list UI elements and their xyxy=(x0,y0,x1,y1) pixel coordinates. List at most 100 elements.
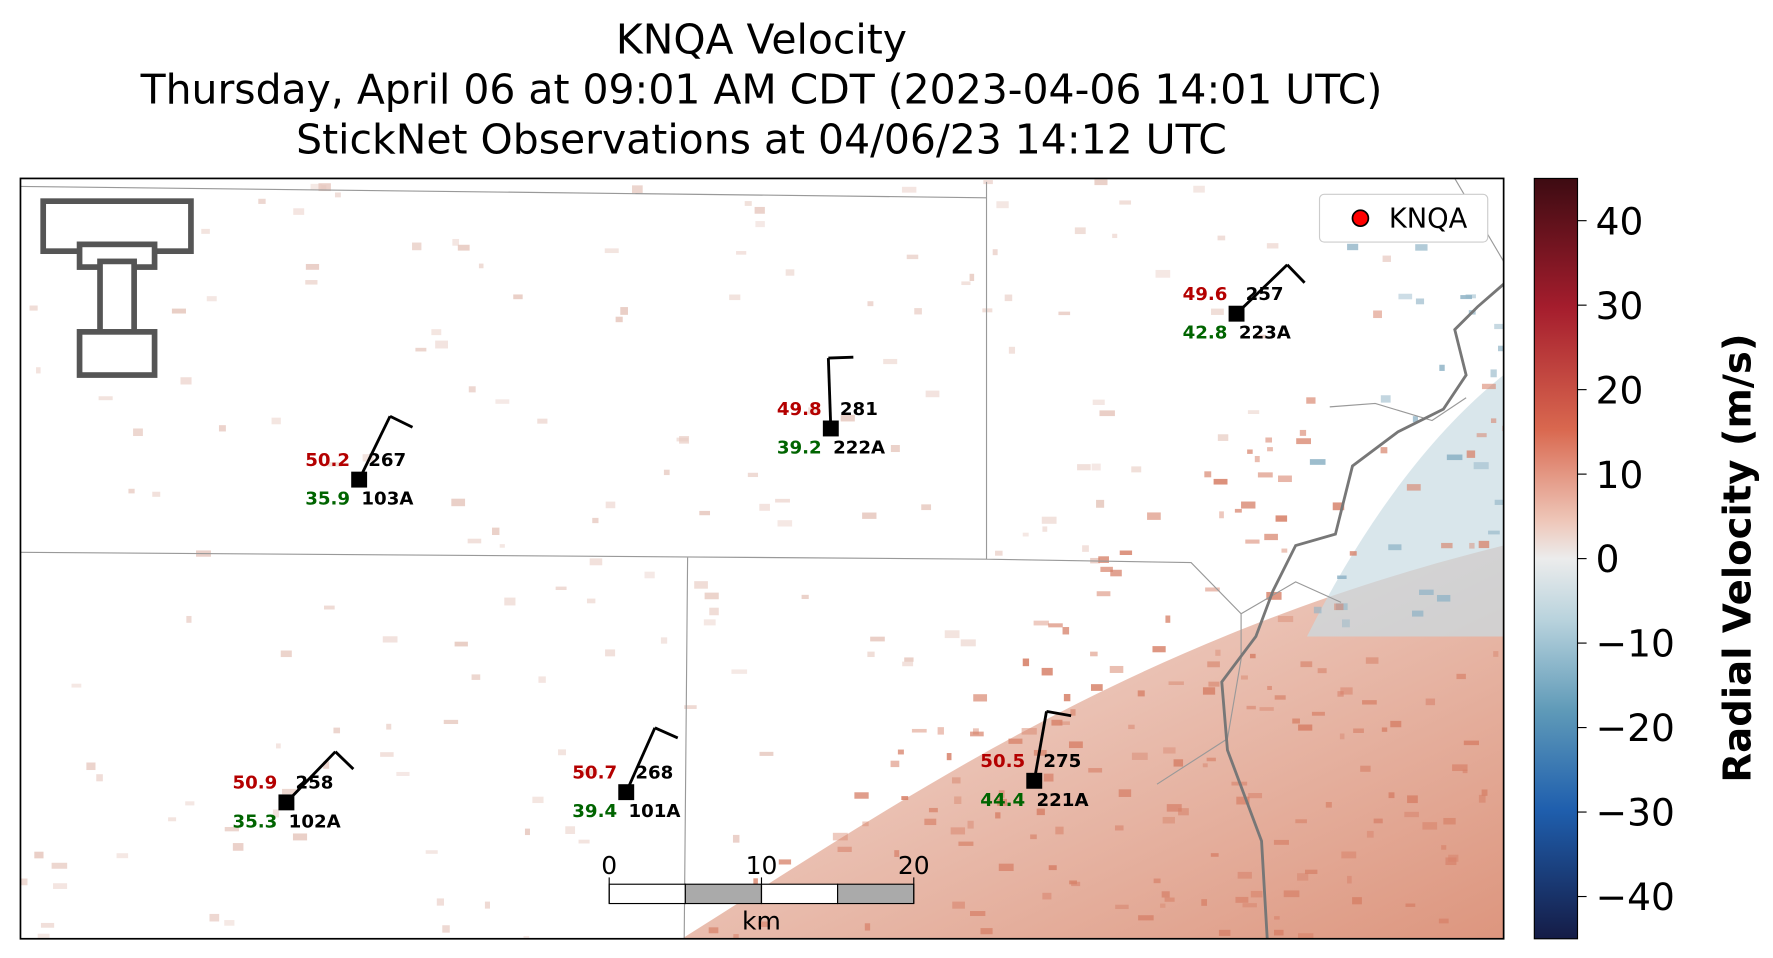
radar-speck xyxy=(380,752,394,757)
radar-speck xyxy=(980,928,993,935)
radar-speck xyxy=(1160,903,1166,908)
boundary xyxy=(1220,283,1504,939)
radar-speck xyxy=(1325,802,1332,808)
radar-speck xyxy=(1128,724,1135,730)
radar-speck xyxy=(1337,691,1344,697)
radar-speck xyxy=(744,201,752,206)
radar-speck xyxy=(232,843,244,851)
radar-speck xyxy=(1036,808,1045,816)
radar-speck xyxy=(1137,690,1145,697)
radar-speck xyxy=(1267,447,1273,452)
radar-speck xyxy=(1349,551,1357,556)
wind-direction: 275 xyxy=(1043,751,1081,772)
radar-speck xyxy=(206,296,217,302)
wind-barb xyxy=(624,727,657,793)
radar-speck xyxy=(1388,792,1395,799)
colorbar-tick-label: 20 xyxy=(1596,368,1644,412)
radar-speck xyxy=(1217,235,1226,241)
radar-speck xyxy=(1365,657,1379,664)
radar-speck xyxy=(1446,454,1463,461)
radar-speck xyxy=(832,832,848,841)
radar-speck xyxy=(1208,681,1220,687)
legend: KNQA xyxy=(1318,193,1489,243)
radar-speck xyxy=(732,834,740,843)
radar-speck xyxy=(902,661,914,667)
radar-speck xyxy=(451,498,466,507)
radar-speck xyxy=(1163,747,1176,754)
wind-barb xyxy=(285,750,337,804)
dewpoint: 39.2 xyxy=(777,437,822,458)
barb-flag xyxy=(654,726,679,740)
radar-speck xyxy=(1373,310,1382,319)
radar-speck xyxy=(808,407,821,415)
radar-speck xyxy=(901,796,909,801)
radar-speck xyxy=(224,920,235,926)
radar-speck xyxy=(1059,721,1070,725)
radar-speck xyxy=(1299,429,1307,436)
radar-speck xyxy=(412,242,422,251)
radar-speck xyxy=(1131,752,1148,760)
temperature: 50.5 xyxy=(980,751,1025,772)
radar-speck xyxy=(729,294,741,301)
radar-speck xyxy=(1439,364,1445,371)
station-marker xyxy=(618,784,635,801)
radar-speck xyxy=(995,550,1003,556)
radar-speck xyxy=(1082,545,1089,552)
radar-speck xyxy=(276,743,281,749)
scale-segment xyxy=(760,883,839,905)
scale-segment xyxy=(608,883,686,905)
radar-speck xyxy=(504,597,516,606)
radar-speck xyxy=(1373,818,1383,824)
radar-speck xyxy=(1362,700,1377,705)
radar-speck xyxy=(382,636,398,643)
radar-speck xyxy=(565,826,576,834)
radar-speck xyxy=(775,498,790,503)
radar-speck xyxy=(604,248,619,254)
radar-speck xyxy=(1443,817,1456,825)
radar-speck xyxy=(1398,293,1413,300)
radar-speck xyxy=(1381,727,1388,732)
radar-speck xyxy=(396,771,410,776)
radar-speck xyxy=(901,186,917,193)
radar-speck xyxy=(944,630,960,639)
radar-speck xyxy=(1460,295,1473,300)
radar-speck xyxy=(201,228,210,234)
radar-speck xyxy=(755,221,765,228)
temperature: 50.7 xyxy=(572,763,617,784)
radar-speck xyxy=(1296,438,1311,445)
radar-speck xyxy=(558,749,566,756)
temperature: 49.8 xyxy=(777,399,822,420)
radar-speck xyxy=(921,504,932,511)
station-marker xyxy=(822,420,839,437)
radar-speck xyxy=(1207,661,1220,668)
radar-speck xyxy=(997,798,1008,806)
radar-speck xyxy=(457,244,470,251)
radar-speck xyxy=(293,208,305,215)
radar-speck xyxy=(1138,915,1154,921)
radar-speck xyxy=(1178,808,1189,816)
radar-speck xyxy=(1334,603,1344,611)
barb-flag xyxy=(334,750,355,771)
radar-speck xyxy=(1247,410,1260,414)
radar-speck xyxy=(1494,323,1504,330)
radar-speck xyxy=(1342,619,1350,628)
radar-speck xyxy=(1274,695,1286,700)
radar-speck xyxy=(1441,542,1453,549)
radar-speck xyxy=(753,878,758,886)
dewpoint: 42.8 xyxy=(1183,323,1228,344)
radar-speck xyxy=(890,760,900,768)
radar-speck xyxy=(660,637,668,644)
radar-speck xyxy=(1048,865,1057,871)
radar-speck xyxy=(37,933,50,939)
radar-speck xyxy=(1088,768,1103,773)
radar-speck xyxy=(1298,724,1313,731)
radar-speck xyxy=(334,192,341,198)
radar-speck xyxy=(1235,896,1249,903)
radar-speck xyxy=(1366,830,1374,838)
radar-speck xyxy=(1173,759,1184,767)
radar-speck xyxy=(961,281,971,286)
station-id: 222A xyxy=(833,437,885,458)
radar-speck xyxy=(785,269,795,276)
station-id: 103A xyxy=(361,489,413,510)
radar-speck xyxy=(914,308,922,315)
